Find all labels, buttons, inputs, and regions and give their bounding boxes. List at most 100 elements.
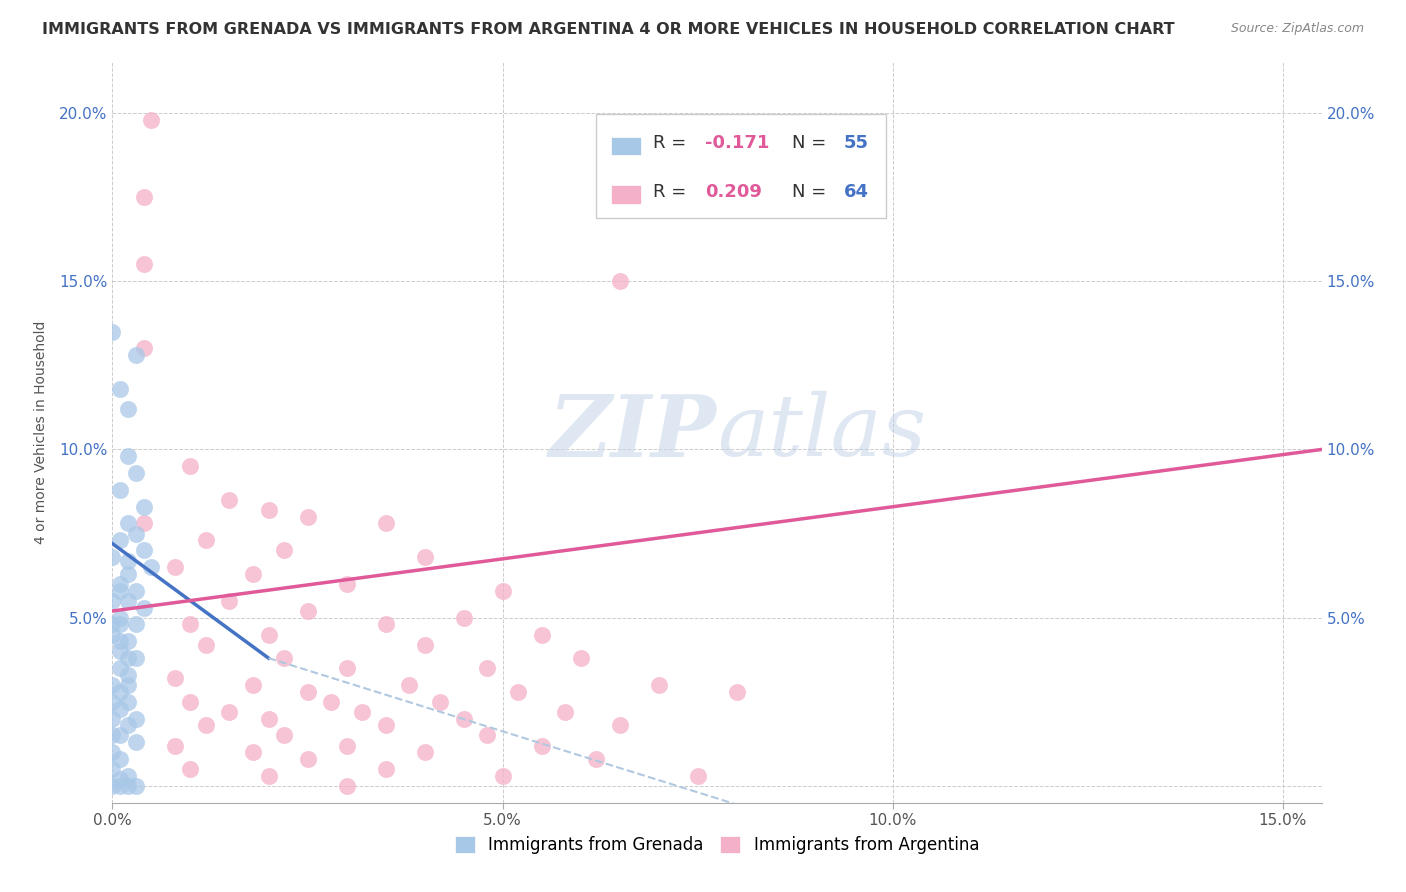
- Point: [195, 718, 218, 732]
- Point: [101, 617, 124, 632]
- Point: [554, 705, 576, 719]
- Text: R =: R =: [652, 183, 692, 201]
- Text: Source: ZipAtlas.com: Source: ZipAtlas.com: [1230, 22, 1364, 36]
- Point: [475, 661, 498, 675]
- Point: [475, 729, 498, 743]
- Point: [297, 509, 319, 524]
- Point: [132, 600, 155, 615]
- Point: [125, 583, 148, 598]
- Text: 55: 55: [844, 135, 869, 153]
- Point: [110, 483, 132, 497]
- Point: [242, 745, 264, 759]
- Text: 64: 64: [844, 183, 869, 201]
- Point: [374, 762, 396, 776]
- Point: [117, 553, 139, 567]
- Point: [686, 769, 709, 783]
- Point: [132, 257, 155, 271]
- Point: [609, 718, 631, 732]
- Point: [101, 779, 124, 793]
- Point: [647, 678, 669, 692]
- Point: [257, 503, 280, 517]
- Point: [117, 695, 139, 709]
- Point: [374, 718, 396, 732]
- Point: [585, 752, 607, 766]
- Point: [110, 644, 132, 658]
- Point: [110, 634, 132, 648]
- Point: [132, 500, 155, 514]
- Point: [163, 560, 186, 574]
- Point: [125, 466, 148, 480]
- Text: N =: N =: [792, 183, 832, 201]
- Point: [530, 739, 553, 753]
- Text: R =: R =: [652, 135, 692, 153]
- Point: [110, 533, 132, 548]
- Point: [163, 739, 186, 753]
- Point: [110, 685, 132, 699]
- Text: N =: N =: [792, 135, 832, 153]
- Point: [110, 779, 132, 793]
- Point: [110, 617, 132, 632]
- Point: [141, 112, 163, 127]
- Point: [429, 695, 451, 709]
- Point: [101, 695, 124, 709]
- Point: [195, 638, 218, 652]
- Point: [125, 617, 148, 632]
- Point: [257, 769, 280, 783]
- Point: [352, 705, 374, 719]
- Point: [195, 533, 218, 548]
- Point: [117, 769, 139, 783]
- Text: IMMIGRANTS FROM GRENADA VS IMMIGRANTS FROM ARGENTINA 4 OR MORE VEHICLES IN HOUSE: IMMIGRANTS FROM GRENADA VS IMMIGRANTS FR…: [42, 22, 1175, 37]
- Point: [491, 769, 513, 783]
- Point: [132, 342, 155, 356]
- Point: [110, 583, 132, 598]
- Point: [374, 617, 396, 632]
- Point: [297, 685, 319, 699]
- Point: [132, 543, 155, 558]
- Point: [257, 627, 280, 641]
- Point: [117, 594, 139, 608]
- Point: [179, 617, 201, 632]
- Point: [335, 779, 357, 793]
- FancyBboxPatch shape: [596, 114, 886, 218]
- Point: [398, 678, 420, 692]
- Point: [125, 526, 148, 541]
- Point: [101, 325, 124, 339]
- Point: [491, 583, 513, 598]
- Point: [569, 651, 592, 665]
- Point: [141, 560, 163, 574]
- Point: [110, 772, 132, 787]
- Y-axis label: 4 or more Vehicles in Household: 4 or more Vehicles in Household: [34, 321, 48, 544]
- Point: [413, 638, 436, 652]
- Point: [273, 729, 295, 743]
- Point: [508, 685, 530, 699]
- Point: [413, 550, 436, 565]
- Point: [725, 685, 748, 699]
- Point: [125, 779, 148, 793]
- Point: [117, 402, 139, 417]
- Point: [101, 678, 124, 692]
- Text: ZIP: ZIP: [550, 391, 717, 475]
- Point: [117, 779, 139, 793]
- Point: [101, 550, 124, 565]
- Point: [117, 516, 139, 531]
- Point: [335, 661, 357, 675]
- Point: [101, 594, 124, 608]
- Point: [273, 543, 295, 558]
- Point: [117, 566, 139, 581]
- Text: atlas: atlas: [717, 392, 927, 474]
- Point: [125, 651, 148, 665]
- Point: [319, 695, 342, 709]
- Text: 0.209: 0.209: [704, 183, 762, 201]
- Point: [179, 459, 201, 474]
- Point: [101, 762, 124, 776]
- Point: [101, 729, 124, 743]
- Point: [242, 566, 264, 581]
- Point: [335, 577, 357, 591]
- Point: [110, 610, 132, 624]
- Point: [335, 739, 357, 753]
- Point: [242, 678, 264, 692]
- Point: [453, 712, 475, 726]
- Point: [110, 701, 132, 715]
- Point: [117, 651, 139, 665]
- Point: [110, 661, 132, 675]
